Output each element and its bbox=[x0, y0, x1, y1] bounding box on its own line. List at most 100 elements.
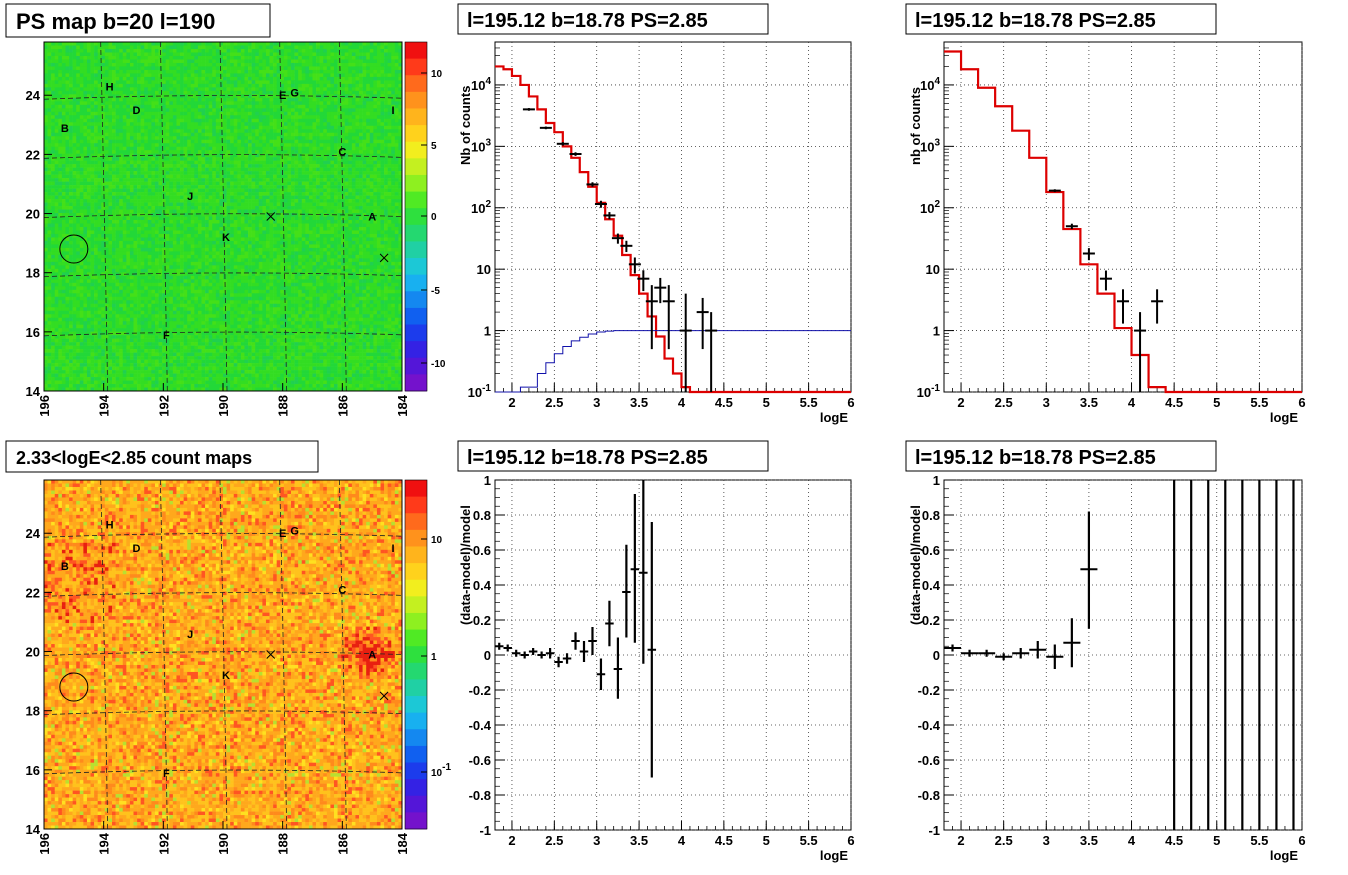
heatmap-cell bbox=[44, 244, 48, 249]
heatmap-cell bbox=[58, 356, 63, 360]
heatmap-cell bbox=[194, 237, 199, 242]
heatmap-cell bbox=[69, 115, 73, 120]
heatmap-cell bbox=[61, 377, 66, 381]
heatmap-cell bbox=[201, 387, 206, 392]
heatmap-cell bbox=[140, 363, 145, 367]
heatmap-cell bbox=[169, 129, 174, 134]
heatmap-cell bbox=[212, 42, 217, 46]
heatmap-cell bbox=[187, 303, 192, 308]
heatmap-cell bbox=[129, 108, 134, 113]
heatmap-cell bbox=[51, 59, 56, 64]
heatmap-cell bbox=[65, 97, 70, 102]
heatmap-cell bbox=[112, 157, 116, 161]
heatmap-cell bbox=[101, 356, 106, 360]
heatmap-cell bbox=[183, 303, 188, 308]
heatmap-cell bbox=[51, 115, 56, 120]
heatmap-cell bbox=[101, 226, 106, 231]
heatmap-cell bbox=[61, 157, 66, 161]
heatmap-cell bbox=[115, 219, 120, 224]
heatmap-cell bbox=[129, 282, 134, 287]
heatmap-cell bbox=[122, 219, 127, 224]
heatmap-cell bbox=[47, 136, 52, 141]
heatmap-cell bbox=[126, 373, 131, 378]
heatmap-cell bbox=[51, 324, 56, 329]
heatmap-cell bbox=[158, 373, 163, 378]
heatmap-cell bbox=[169, 199, 174, 203]
heatmap-cell bbox=[76, 282, 81, 287]
heatmap-cell bbox=[129, 352, 134, 357]
heatmap-cell bbox=[108, 219, 113, 224]
heatmap-cell bbox=[54, 345, 59, 350]
heatmap-cell bbox=[147, 66, 152, 71]
heatmap-cell bbox=[137, 55, 141, 60]
heatmap-cell bbox=[215, 108, 220, 113]
heatmap-cell bbox=[219, 349, 224, 353]
heatmap-cell bbox=[187, 143, 192, 147]
heatmap-cell bbox=[208, 286, 213, 291]
heatmap-cell bbox=[83, 380, 88, 385]
heatmap-cell bbox=[144, 293, 149, 298]
heatmap-cell bbox=[194, 289, 199, 294]
heatmap-cell bbox=[61, 153, 66, 158]
heatmap-cell bbox=[54, 97, 59, 102]
heatmap-cell bbox=[112, 111, 116, 116]
heatmap-cell bbox=[83, 387, 88, 392]
heatmap-cell bbox=[176, 279, 181, 284]
heatmap-cell bbox=[140, 62, 145, 67]
heatmap-cell bbox=[104, 303, 109, 308]
heatmap-cell bbox=[129, 377, 134, 381]
heatmap-cell bbox=[126, 118, 131, 123]
heatmap-cell bbox=[180, 97, 184, 102]
heatmap-cell bbox=[129, 209, 134, 214]
heatmap-cell bbox=[215, 181, 220, 186]
heatmap-cell bbox=[97, 230, 102, 235]
heatmap-cell bbox=[101, 157, 106, 161]
heatmap-cell bbox=[147, 359, 152, 364]
heatmap-cell bbox=[158, 366, 163, 371]
heatmap-cell bbox=[144, 160, 149, 165]
heatmap-cell bbox=[54, 192, 59, 196]
heatmap-cell bbox=[147, 254, 152, 259]
heatmap-cell bbox=[65, 171, 70, 175]
heatmap-cell bbox=[83, 219, 88, 224]
heatmap-cell bbox=[140, 331, 145, 336]
heatmap-cell bbox=[176, 59, 181, 64]
heatmap-cell bbox=[58, 181, 63, 186]
heatmap-cell bbox=[65, 380, 70, 385]
heatmap-cell bbox=[122, 73, 127, 78]
heatmap-cell bbox=[47, 307, 52, 312]
heatmap-cell bbox=[112, 300, 116, 305]
heatmap-cell bbox=[180, 125, 184, 130]
heatmap-cell bbox=[201, 132, 206, 137]
heatmap-cell bbox=[58, 366, 63, 371]
heatmap-cell bbox=[169, 261, 174, 266]
heatmap-cell bbox=[69, 356, 73, 360]
heatmap-cell bbox=[83, 258, 88, 263]
heatmap-cell bbox=[158, 370, 163, 374]
heatmap-cell bbox=[72, 174, 77, 179]
heatmap-cell bbox=[58, 164, 63, 168]
heatmap-cell bbox=[83, 157, 88, 161]
heatmap-cell bbox=[61, 69, 66, 74]
heatmap-cell bbox=[112, 307, 116, 312]
heatmap-cell bbox=[140, 139, 145, 144]
heatmap-cell bbox=[137, 153, 141, 158]
heatmap-cell bbox=[122, 192, 127, 196]
heatmap-cell bbox=[183, 289, 188, 294]
heatmap-cell bbox=[69, 160, 73, 165]
heatmap-cell bbox=[86, 219, 91, 224]
heatmap-cell bbox=[86, 90, 91, 95]
heatmap-cell bbox=[208, 76, 213, 81]
heatmap-cell bbox=[137, 118, 141, 123]
heatmap-cell bbox=[147, 349, 152, 353]
heatmap-cell bbox=[104, 366, 109, 371]
heatmap-cell bbox=[112, 48, 116, 53]
heatmap-cell bbox=[61, 310, 66, 315]
heatmap-cell bbox=[72, 352, 77, 357]
heatmap-cell bbox=[112, 108, 116, 113]
heatmap-cell bbox=[205, 321, 209, 325]
heatmap-cell bbox=[122, 139, 127, 144]
heatmap-cell bbox=[154, 111, 159, 116]
heatmap-cell bbox=[183, 384, 188, 388]
heatmap-cell bbox=[151, 185, 156, 189]
